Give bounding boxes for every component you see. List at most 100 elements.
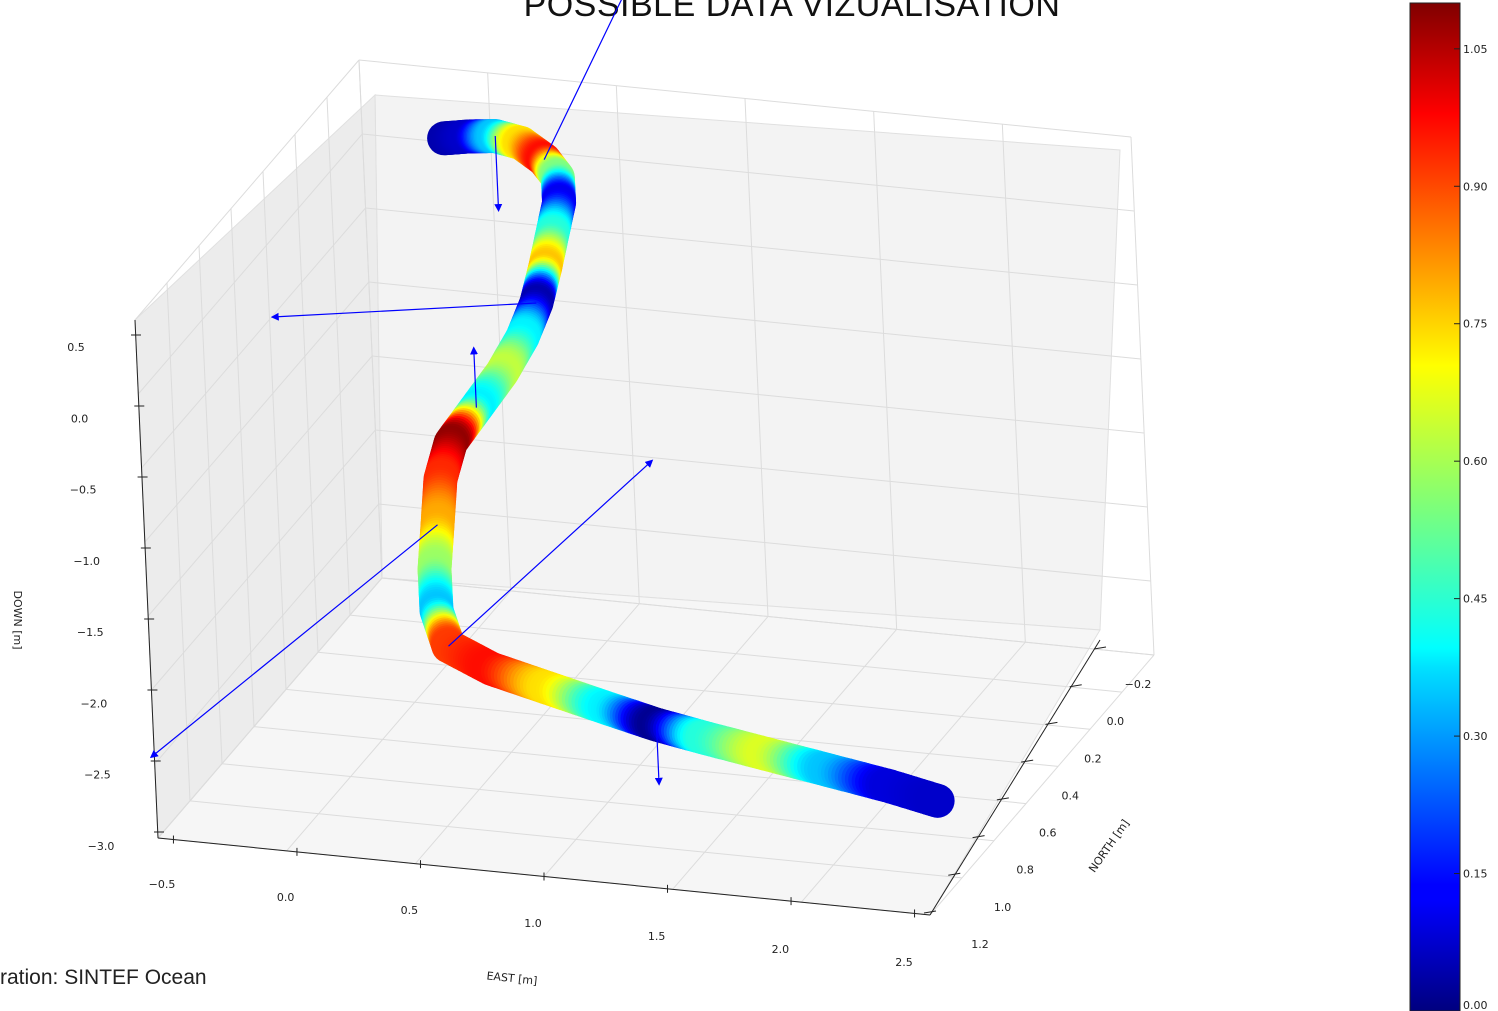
colorbar-ticks: 1.05 0.90 0.75 0.60 0.45 0.30 0.15 0.00 [1454,43,1488,1011]
y-tick-mark [996,797,1009,801]
y-tick-label: 0.6 [1039,827,1057,840]
y-tick-label: 0.0 [1107,715,1125,728]
force-arrow [270,302,537,321]
axes-panes [134,93,1121,916]
grid-line-z [154,503,380,765]
grid-line-z [368,281,1141,360]
grid-line-y [358,59,383,579]
grid-line-x [744,98,769,617]
colorbar-tick-label: 0.75 [1463,318,1488,331]
grid-line-z [151,429,376,691]
grid-line-z [144,281,370,543]
y-tick-mark [1093,646,1107,650]
z-tick-label: 0.0 [71,412,89,425]
trajectory-tube [417,119,955,818]
x-tick-label: 1.5 [648,930,666,943]
y-tick-mark [948,872,961,876]
grid-line-y [294,134,319,653]
z-tick-label: −1.5 [77,626,104,639]
z-tick-label: −3.0 [88,840,115,853]
x-tick-label: 2.5 [895,956,913,969]
grid-line-x [615,85,640,604]
y-tick-mark [1021,759,1034,763]
y-tick-label: 1.0 [994,901,1012,914]
z-tick-label: −2.5 [84,769,111,782]
z-tick-label: −1.0 [73,555,100,568]
y-tick-label: 1.2 [971,938,989,951]
z-tick-label: −2.0 [80,697,107,710]
grid-line-z [134,59,360,321]
x-axis-label: EAST [m] [486,969,538,987]
y-tick-label: 0.8 [1016,864,1034,877]
y-tick-label: −0.2 [1125,678,1152,691]
grid-line-z [378,503,1151,582]
grid-line-z [358,59,1132,138]
y-tick-mark [972,835,985,839]
grid-line-x [286,590,512,852]
grid-line-x [1001,124,1026,643]
trajectory-point [920,783,955,818]
grid-line-y [317,651,1091,730]
force-arrow [654,724,663,786]
y-axis-line [929,639,1101,916]
y-tick-mark [923,910,937,914]
grid-line-y [262,171,287,690]
colorbar: 1.05 0.90 0.75 0.60 0.45 0.30 0.15 0.00 [1409,2,1488,1011]
grid-line-x [414,603,640,864]
grid-line-x [800,641,1026,903]
z-tick-label: −0.5 [70,484,97,497]
grid-line-z [157,577,383,839]
colorbar-tick-label: 0.30 [1463,730,1488,743]
grid-line-z [141,207,366,469]
y-tick-mark [1069,684,1082,688]
grid-line-x [873,111,898,630]
y-axis-ticks: −0.2 0.0 0.2 0.4 0.6 0.8 1.0 1.2 [923,646,1152,951]
grid-line-y [349,614,1123,693]
x-tick-label: 0.0 [277,891,295,904]
z-tick-label: 0.5 [67,341,85,354]
grid-line-y [221,763,995,842]
grid-line-y [189,800,963,879]
grid-line-y [326,97,351,616]
x-tick-label: −0.5 [149,878,176,891]
z-axis-label: DOWN [m] [11,590,24,649]
grid-line-x [929,654,1155,916]
colorbar-tick-label: 0.15 [1463,868,1488,881]
force-arrows [149,0,663,786]
y-axis-label: NORTH [m] [1086,817,1132,875]
grid-line-y [166,282,191,801]
x-tick-label: 2.0 [772,943,790,956]
chart-title: POSSIBLE DATA VIZUALISATION [523,0,1061,24]
x-axis-ticks: −0.5 0.0 0.5 1.0 1.5 2.0 2.5 [149,835,916,969]
force-arrow [448,459,654,647]
colorbar-tick-label: 0.45 [1463,593,1488,606]
y-tick-label: 0.2 [1084,752,1102,765]
y-tick-mark [1045,721,1058,725]
grid-line-z [137,133,363,395]
x-tick-label: 0.5 [401,904,419,917]
y-tick-label: 0.4 [1062,789,1080,802]
force-arrow [149,524,438,759]
x-tick-label: 1.0 [524,917,542,930]
force-arrow [470,346,479,408]
back-pane [374,94,1121,631]
grid-line-z [381,577,1155,656]
colorbar-gradient [1409,2,1461,1011]
grid-line-x [543,616,769,877]
force-arrow [543,0,622,160]
colorbar-tick-label: 0.60 [1463,455,1488,468]
grid-line-z [375,429,1148,508]
colorbar-tick-label: 0.00 [1463,999,1488,1011]
colorbar-tick-label: 0.90 [1463,180,1488,193]
grid-line-y [198,245,223,764]
grid-line-z [365,207,1138,286]
grid-line-y [230,208,255,727]
grid-line-x [487,72,512,591]
force-arrow [494,135,503,213]
z-axis-ticks: 0.5 0.0 −0.5 −1.0 −1.5 −2.0 −2.5 −3.0 [67,334,164,853]
grid-line-x [1130,136,1155,656]
image-credit: ration: SINTEF Ocean [0,966,207,989]
grid-line-z [147,355,373,617]
colorbar-tick-label: 1.05 [1463,43,1488,56]
